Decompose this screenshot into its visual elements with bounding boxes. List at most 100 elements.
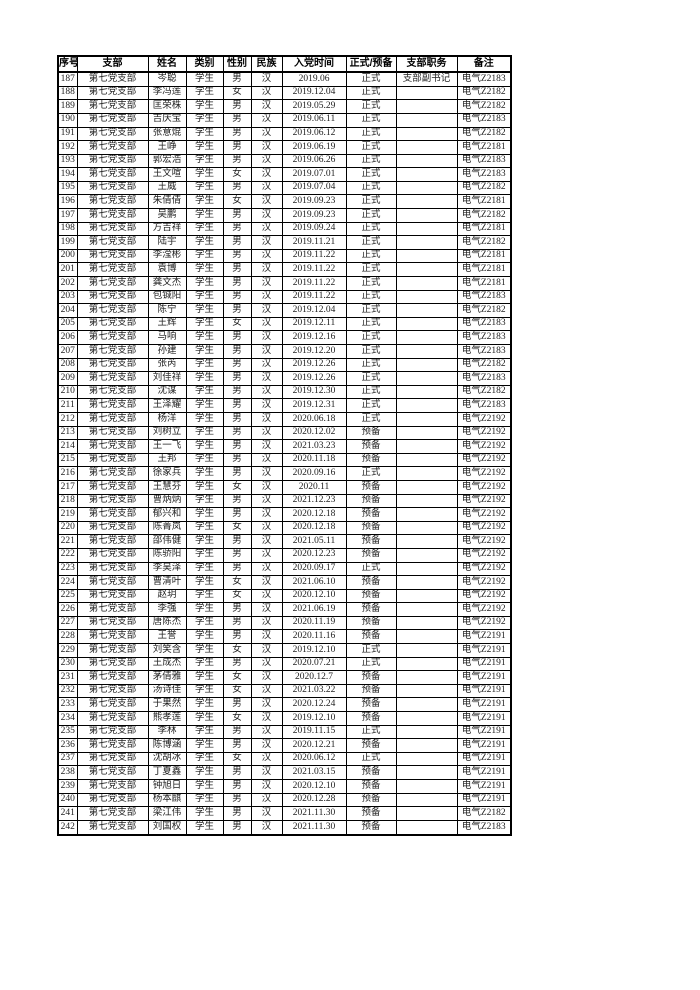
cell-gender: 男 [222,140,252,155]
cell-ethnicity: 汉 [250,507,283,522]
cell-category: 学生 [185,248,224,264]
cell-category: 学生 [185,316,224,332]
cell-status: 预备 [345,615,397,631]
cell-gender: 男 [222,330,252,346]
cell-branch: 第七党支部 [76,656,149,672]
cell-status: 预备 [345,779,397,794]
cell-name: 吉庆宝 [147,112,187,128]
cell-branch: 第七党支部 [76,140,149,155]
table-row: 210 第七党支部 沈谋 学生男汉 2019.12.30 正式 电气Z2182 [57,384,512,400]
cell-remark: 电气Z2192 [456,534,512,549]
cell-position [395,344,458,359]
cell-gender: 男 [222,112,252,128]
cell-remark: 电气Z2182 [456,208,512,223]
cell-branch: 第七党支部 [76,99,149,114]
cell-remark: 电气Z2183 [456,167,512,182]
table-row: 241 第七党支部 梁江伟 学生男汉 2021.11.30 预备 电气Z2182 [57,806,512,821]
cell-id: 187 [57,71,78,87]
cell-join-date: 2019.12.04 [281,303,347,318]
cell-join-date: 2020.12.10 [281,588,347,604]
cell-category: 学生 [185,398,224,413]
cell-ethnicity: 汉 [250,819,283,836]
cell-position [395,615,458,631]
cell-gender: 男 [222,452,252,468]
cell-id: 192 [57,140,78,155]
cell-name: 刘国权 [147,819,187,836]
cell-ethnicity: 汉 [250,85,283,101]
cell-status: 正式 [345,357,397,373]
cell-join-date: 2019.06.11 [281,112,347,128]
cell-name: 王辉 [147,316,187,332]
cell-id: 216 [57,466,78,481]
cell-ethnicity: 汉 [250,547,283,563]
cell-name: 方吉祥 [147,221,187,237]
cell-category: 学生 [185,561,224,577]
cell-ethnicity: 汉 [250,643,283,658]
cell-name: 郭宏浩 [147,153,187,169]
cell-gender: 男 [222,71,252,87]
cell-category: 学生 [185,602,224,617]
cell-id: 220 [57,520,78,536]
cell-remark: 电气Z2192 [456,479,512,495]
cell-status: 预备 [345,439,397,454]
cell-join-date: 2020.12.10 [281,779,347,794]
cell-position [395,126,458,142]
cell-name: 邵伟健 [147,534,187,549]
cell-position [395,330,458,346]
cell-name: 陈宁 [147,303,187,318]
cell-status: 正式 [345,316,397,332]
cell-branch: 第七党支部 [76,507,149,522]
cell-ethnicity: 汉 [250,588,283,604]
cell-branch: 第七党支部 [76,697,149,713]
cell-id: 234 [57,711,78,726]
cell-category: 学生 [185,262,224,278]
cell-id: 239 [57,779,78,794]
cell-status: 正式 [345,235,397,250]
cell-branch: 第七党支部 [76,547,149,563]
cell-remark: 电气Z2192 [456,493,512,509]
cell-category: 学生 [185,711,224,726]
cell-id: 217 [57,479,78,495]
cell-position [395,153,458,169]
cell-branch: 第七党支部 [76,765,149,781]
cell-gender: 男 [222,221,252,237]
cell-name: 李林 [147,724,187,740]
table-row: 225 第七党支部 赵玥 学生女汉 2020.12.10 预备 电气Z2192 [57,588,512,604]
cell-remark: 电气Z2192 [456,411,512,427]
cell-branch: 第七党支部 [76,398,149,413]
cell-join-date: 2021.03.22 [281,683,347,699]
cell-status: 预备 [345,602,397,617]
table-row: 207 第七党支部 孙建 学生男汉 2019.12.20 正式 电气Z2183 [57,344,512,359]
cell-gender: 女 [222,194,252,210]
table-row: 215 第七党支部 王邦 学生男汉 2020.11.18 预备 电气Z2192 [57,452,512,468]
cell-gender: 女 [222,520,252,536]
cell-position [395,194,458,210]
table-row: 229 第七党支部 刘笑含 学生女汉 2019.12.10 正式 电气Z2191 [57,643,512,658]
cell-id: 222 [57,547,78,563]
table-row: 224 第七党支部 曹清叶 学生女汉 2021.06.10 预备 电气Z2192 [57,575,512,590]
cell-name: 郁兴和 [147,507,187,522]
cell-branch: 第七党支部 [76,344,149,359]
cell-position [395,547,458,563]
cell-join-date: 2020.11.19 [281,615,347,631]
cell-status: 正式 [345,126,397,142]
cell-category: 学生 [185,452,224,468]
cell-ethnicity: 汉 [250,71,283,87]
cell-category: 学生 [185,765,224,781]
cell-position [395,248,458,264]
cell-gender: 女 [222,683,252,699]
cell-ethnicity: 汉 [250,344,283,359]
cell-remark: 电气Z2182 [456,384,512,400]
cell-remark: 电气Z2192 [456,452,512,468]
table-row: 236 第七党支部 陈博涵 学生男汉 2020.12.21 预备 电气Z2191 [57,738,512,753]
cell-status: 正式 [345,643,397,658]
cell-branch: 第七党支部 [76,180,149,196]
cell-category: 学生 [185,112,224,128]
cell-branch: 第七党支部 [76,561,149,577]
cell-remark: 电气Z2191 [456,629,512,645]
cell-branch: 第七党支部 [76,738,149,753]
cell-position [395,819,458,836]
cell-id: 242 [57,819,78,836]
cell-branch: 第七党支部 [76,384,149,400]
